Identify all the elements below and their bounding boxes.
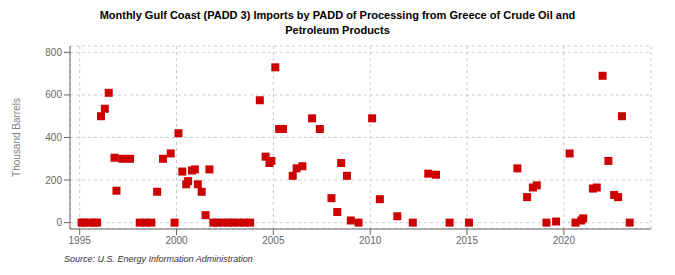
svg-text:2005: 2005 <box>262 235 285 246</box>
svg-text:600: 600 <box>45 89 62 100</box>
svg-text:2010: 2010 <box>359 235 382 246</box>
html-text:Source: U.S. Energy Informatio: Source: U.S. Energy Information Administ… <box>64 254 253 264</box>
svg-text:2020: 2020 <box>553 235 576 246</box>
svg-text:800: 800 <box>45 47 62 58</box>
html-text:Monthly Gulf Coast (PADD 3) Im: Monthly Gulf Coast (PADD 3) Imports by P… <box>99 9 576 36</box>
svg-text:2015: 2015 <box>456 235 479 246</box>
svg-text:400: 400 <box>45 132 62 143</box>
svg-text:2000: 2000 <box>165 235 188 246</box>
svg-text:Thousand Barrels: Thousand Barrels <box>11 98 22 177</box>
svg-text:0: 0 <box>56 217 62 228</box>
svg-text:200: 200 <box>45 175 62 186</box>
svg-text:1995: 1995 <box>69 235 92 246</box>
